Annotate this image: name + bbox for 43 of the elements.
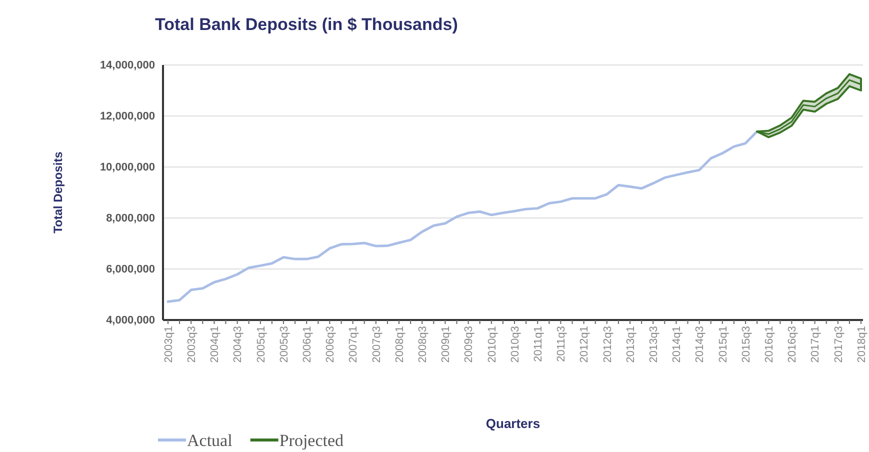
x-tick-label: 2007q1	[348, 326, 360, 363]
x-tick-label: 2013q3	[648, 326, 660, 363]
legend-label: Actual	[187, 431, 233, 450]
x-tick-label: 2006q1	[301, 326, 314, 363]
x-tick-label: 2014q1	[671, 326, 684, 363]
x-tick-label: 2018q1	[856, 326, 868, 363]
y-tick-label: 10,000,000	[100, 162, 155, 174]
y-tick-label: 8,000,000	[106, 212, 155, 225]
x-tick-label: 2012q3	[602, 326, 614, 363]
x-tick-label: 2005q1	[255, 326, 268, 363]
x-tick-label: 2015q3	[740, 326, 752, 363]
x-tick-label: 2008q1	[394, 326, 406, 363]
line-series	[166, 130, 758, 303]
x-tick-label: 2015q1	[717, 326, 730, 363]
x-tick-label: 2017q1	[810, 326, 822, 363]
x-tick-label: 2017q3	[832, 326, 845, 363]
y-tick-label: 4,000,000	[106, 314, 155, 327]
x-tick-label: 2009q3	[463, 326, 476, 363]
x-tick-label: 2007q3	[370, 326, 383, 363]
x-axis-title: Quarters	[486, 416, 540, 431]
y-tick-label: 12,000,000	[100, 110, 155, 123]
y-tick-label: 14,000,000	[100, 60, 155, 72]
x-tick-label: 2006q3	[324, 326, 337, 363]
x-tick-label: 2004q1	[209, 326, 222, 363]
x-tick-label: 2010q3	[509, 326, 522, 363]
x-tick-label: 2011q3	[556, 326, 568, 362]
chart-title: Total Bank Deposits (in $ Thousands)	[155, 15, 458, 34]
x-tick-label: 2014q3	[694, 326, 706, 363]
x-tick-label: 2016q3	[786, 326, 799, 363]
legend-label: Projected	[279, 431, 344, 450]
y-axis-title: Total Deposits	[51, 151, 65, 234]
x-tick-label: 2011q1	[532, 326, 544, 362]
x-tick-label: 2003q1	[162, 326, 175, 363]
x-tick-label: 2010q1	[486, 326, 498, 363]
x-tick-label: 2009q1	[440, 326, 452, 363]
x-tick-label: 2003q3	[186, 326, 198, 363]
x-tick-label: 2012q1	[578, 326, 591, 363]
x-tick-label: 2016q1	[763, 326, 776, 363]
y-tick-label: 6,000,000	[106, 264, 155, 276]
x-tick-label: 2004q3	[232, 326, 244, 363]
x-tick-label: 2005q3	[278, 326, 290, 363]
x-tick-label: 2008q3	[416, 326, 429, 363]
x-tick-label: 2013q1	[624, 326, 637, 363]
